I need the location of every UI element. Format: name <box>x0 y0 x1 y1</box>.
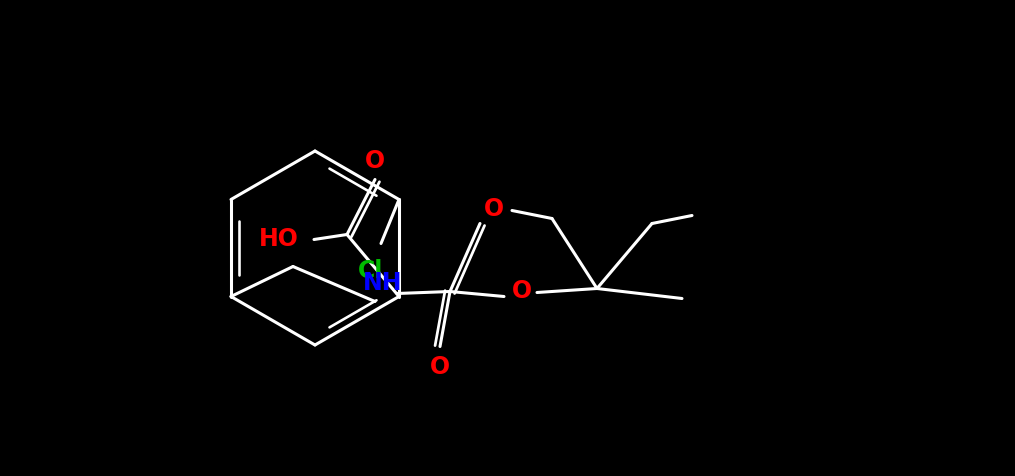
Text: O: O <box>430 355 450 378</box>
Text: NH: NH <box>363 271 403 296</box>
Text: HO: HO <box>259 228 299 251</box>
Text: O: O <box>484 198 504 221</box>
Text: Cl: Cl <box>358 259 384 284</box>
Text: O: O <box>365 149 385 173</box>
Text: O: O <box>512 279 532 304</box>
